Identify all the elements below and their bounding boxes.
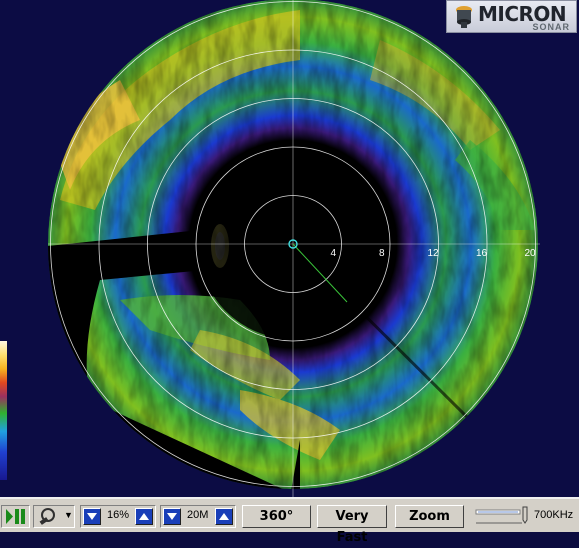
slider-icon — [475, 506, 528, 524]
chevron-down-icon: ▼ — [64, 510, 73, 520]
increase-arrow-icon — [139, 513, 149, 520]
frequency-value: 700KHz — [534, 509, 574, 521]
range-scale-label: 4 — [331, 248, 337, 259]
range-scale-label: 20 — [525, 248, 537, 259]
range-decrease-button[interactable] — [163, 508, 181, 525]
decrease-arrow-icon — [87, 513, 97, 520]
sonar-display[interactable]: 4 8 12 16 20 MICRON SONAR — [0, 0, 579, 497]
heading-line — [292, 243, 348, 303]
range-scale-label: 16 — [476, 248, 488, 259]
logo-brand: MICRON — [478, 2, 567, 26]
frequency-slider[interactable] — [474, 506, 532, 526]
range-value: 20M — [187, 509, 209, 521]
play-pause-icon[interactable] — [4, 508, 28, 525]
micron-sonar-logo: MICRON SONAR — [446, 0, 577, 33]
sonar-plot: 4 8 12 16 20 — [48, 0, 540, 497]
gain-decrease-button[interactable] — [83, 508, 101, 525]
play-pause-group — [1, 505, 30, 528]
sonar-head-icon — [39, 508, 55, 525]
toolbar: ▼ 16% 20M 360° Very Fast Zoom 700KHz — [0, 497, 579, 545]
sonar-head-icon — [456, 6, 472, 28]
scan-speed-button[interactable]: Very Fast — [317, 505, 387, 545]
increase-arrow-icon — [219, 513, 229, 520]
sector-button[interactable]: 360° — [242, 505, 311, 528]
range-scale-label: 12 — [428, 248, 440, 259]
color-scale-bar — [0, 341, 7, 480]
decrease-arrow-icon — [167, 513, 177, 520]
range-control: 20M — [160, 505, 236, 528]
gain-value: 16% — [107, 509, 130, 521]
logo-sub: SONAR — [532, 22, 570, 32]
range-increase-button[interactable] — [215, 508, 233, 525]
zoom-button[interactable]: Zoom — [395, 505, 464, 528]
sonar-origin — [288, 239, 298, 249]
gain-increase-button[interactable] — [135, 508, 153, 525]
range-scale-label: 8 — [379, 248, 385, 259]
sonar-head-selector[interactable]: ▼ — [33, 505, 75, 528]
gain-control: 16% — [80, 505, 156, 528]
